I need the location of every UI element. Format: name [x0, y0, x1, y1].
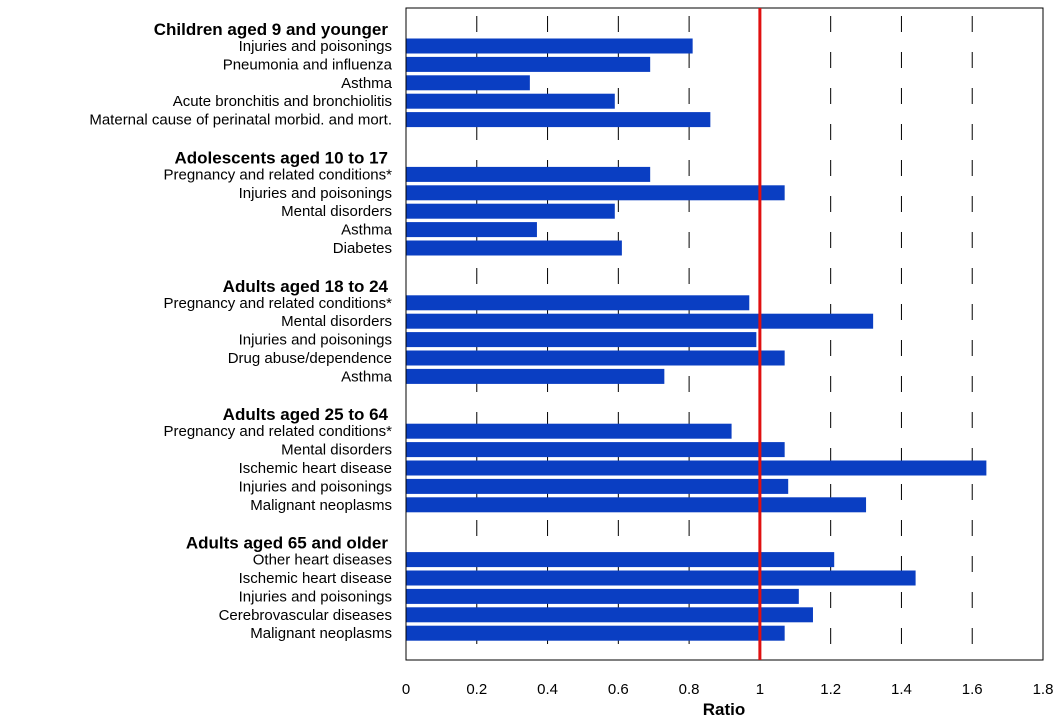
bar — [406, 478, 789, 494]
category-label: Drug abuse/dependence — [228, 350, 392, 367]
bar — [406, 552, 835, 568]
group-title: Children aged 9 and younger — [154, 20, 389, 39]
bar — [406, 166, 651, 182]
group-title: Adults aged 18 to 24 — [223, 277, 389, 296]
category-label: Malignant neoplasms — [250, 497, 392, 514]
category-label: Ischemic heart disease — [239, 460, 392, 477]
bar — [406, 295, 750, 311]
category-label: Asthma — [341, 368, 393, 385]
bar — [406, 607, 813, 623]
category-label: Other heart diseases — [253, 552, 392, 569]
category-label: Injuries and poisonings — [239, 38, 392, 55]
x-tick-label: 0 — [402, 681, 410, 698]
category-label: Pregnancy and related conditions* — [164, 423, 393, 440]
category-label: Mental disorders — [281, 442, 392, 459]
category-label: Pregnancy and related conditions* — [164, 295, 393, 312]
bar — [406, 112, 711, 128]
bar — [406, 350, 785, 366]
category-label: Injuries and poisonings — [239, 478, 392, 495]
bar — [406, 442, 785, 458]
category-label: Ischemic heart disease — [239, 570, 392, 587]
bar — [406, 38, 693, 54]
category-label: Mental disorders — [281, 313, 392, 330]
x-tick-label: 0.4 — [537, 681, 558, 698]
bar — [406, 75, 530, 91]
x-tick-label: 0.6 — [608, 681, 629, 698]
bars — [406, 38, 987, 641]
bar — [406, 56, 651, 72]
x-tick-label: 0.8 — [679, 681, 700, 698]
category-label: Pregnancy and related conditions* — [164, 166, 393, 183]
category-label: Pneumonia and influenza — [223, 56, 393, 73]
x-tick-label: 1.8 — [1033, 681, 1054, 698]
x-tick-label: 1.6 — [962, 681, 983, 698]
group-title: Adults aged 25 to 64 — [223, 405, 389, 424]
plot-area-frame — [405, 7, 1044, 661]
category-label: Cerebrovascular diseases — [219, 607, 392, 624]
category-label: Injuries and poisonings — [239, 588, 392, 605]
bar — [406, 570, 916, 586]
category-label: Injuries and poisonings — [239, 185, 392, 202]
x-tick-label: 1.2 — [820, 681, 841, 698]
category-label: Asthma — [341, 75, 393, 92]
x-axis-ticks: 0 0.2 0.4 0.6 0.8 1 1.2 1.4 1.6 1.8 — [402, 681, 1054, 698]
category-label: Mental disorders — [281, 203, 392, 220]
bar — [406, 313, 874, 329]
bar — [406, 222, 537, 238]
x-tick-label: 1 — [756, 681, 764, 698]
bar — [406, 185, 785, 201]
bar — [406, 423, 732, 439]
bar — [406, 332, 757, 348]
bar — [406, 203, 615, 219]
bar — [406, 588, 799, 604]
bar — [406, 93, 615, 109]
group-title: Adolescents aged 10 to 17 — [174, 148, 388, 167]
group-title: Adults aged 65 and older — [186, 534, 389, 553]
category-label: Injuries and poisonings — [239, 332, 392, 349]
bar — [406, 497, 867, 513]
category-label: Diabetes — [333, 240, 392, 257]
bar — [406, 625, 785, 641]
bar — [406, 240, 622, 256]
category-label: Asthma — [341, 222, 393, 239]
bar — [406, 460, 987, 476]
category-label: Malignant neoplasms — [250, 625, 392, 642]
category-label: Maternal cause of perinatal morbid. and … — [89, 112, 392, 129]
bar — [406, 368, 665, 384]
category-label: Acute bronchitis and bronchiolitis — [173, 93, 392, 110]
x-tick-label: 0.2 — [466, 681, 487, 698]
x-tick-label: 1.4 — [891, 681, 912, 698]
x-axis-title: Ratio — [703, 700, 746, 719]
